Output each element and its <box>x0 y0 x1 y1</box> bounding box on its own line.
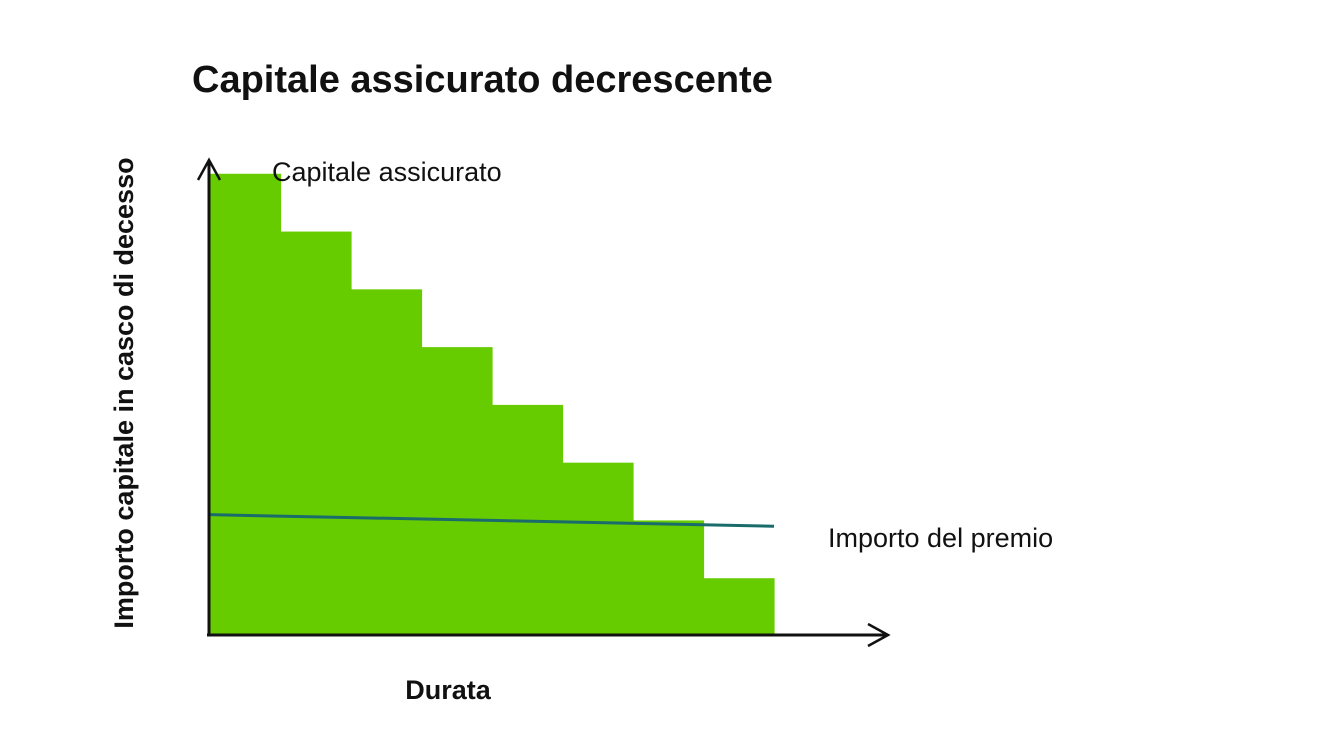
bar-group <box>210 173 775 637</box>
bar <box>421 347 493 636</box>
bar <box>703 578 775 636</box>
premium-series-label: Importo del premio <box>828 523 1053 553</box>
chart-title: Capitale assicurato decrescente <box>192 59 773 101</box>
bar <box>351 289 423 636</box>
premium-line <box>209 513 775 528</box>
bar <box>280 231 352 637</box>
bar <box>562 462 634 636</box>
x-axis-label: Durata <box>405 675 492 705</box>
y-axis-label: Importo capitale in casco di decesso <box>109 157 139 628</box>
bar <box>633 520 705 636</box>
x-axis-arrow-icon <box>867 622 891 648</box>
bar <box>210 173 282 636</box>
bar-series-label: Capitale assicurato <box>272 157 502 187</box>
y-axis-arrow-icon <box>196 157 222 181</box>
